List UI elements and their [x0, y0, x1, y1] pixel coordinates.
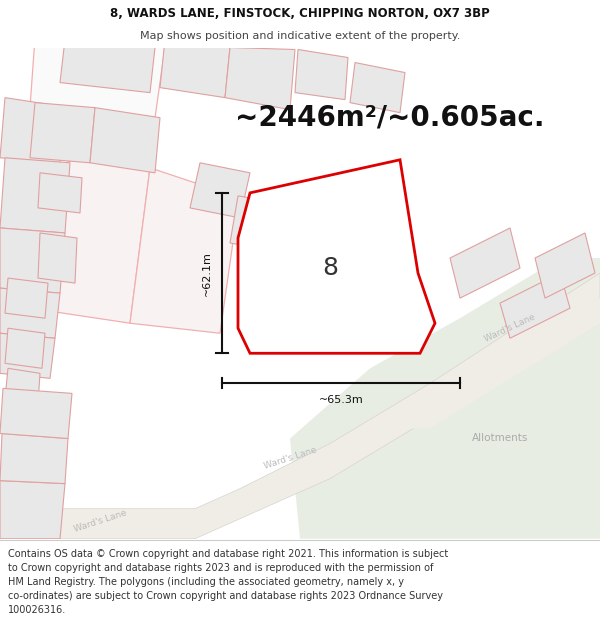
Text: Ward's Lane: Ward's Lane [483, 312, 537, 344]
Polygon shape [130, 168, 240, 333]
Text: 8: 8 [322, 256, 338, 280]
Polygon shape [350, 62, 405, 112]
Polygon shape [190, 162, 250, 218]
Polygon shape [0, 158, 70, 233]
Text: Ward's Lane: Ward's Lane [73, 508, 128, 534]
Polygon shape [535, 233, 595, 298]
Polygon shape [30, 162, 125, 228]
Polygon shape [500, 273, 570, 338]
Polygon shape [5, 328, 45, 368]
Text: 8, WARDS LANE, FINSTOCK, CHIPPING NORTON, OX7 3BP: 8, WARDS LANE, FINSTOCK, CHIPPING NORTON… [110, 7, 490, 20]
Polygon shape [30, 102, 95, 162]
Polygon shape [225, 48, 295, 109]
Text: ~65.3m: ~65.3m [319, 396, 364, 406]
Text: Allotments: Allotments [472, 434, 528, 444]
Polygon shape [60, 39, 155, 92]
Polygon shape [450, 228, 520, 298]
Polygon shape [230, 196, 278, 250]
Polygon shape [0, 388, 72, 439]
Polygon shape [255, 238, 295, 283]
Polygon shape [0, 288, 60, 338]
Polygon shape [238, 160, 435, 353]
Polygon shape [0, 98, 70, 162]
Text: ~2446m²/~0.605ac.: ~2446m²/~0.605ac. [235, 104, 545, 132]
Polygon shape [0, 228, 65, 293]
Text: Ward's Lane: Ward's Lane [262, 446, 317, 471]
Polygon shape [295, 49, 348, 99]
Polygon shape [30, 152, 150, 323]
Polygon shape [0, 333, 55, 378]
Text: Map shows position and indicative extent of the property.: Map shows position and indicative extent… [140, 31, 460, 41]
Text: ~62.1m: ~62.1m [202, 251, 212, 296]
Polygon shape [38, 173, 82, 213]
Polygon shape [160, 39, 230, 98]
Text: Contains OS data © Crown copyright and database right 2021. This information is : Contains OS data © Crown copyright and d… [8, 549, 448, 615]
Polygon shape [90, 107, 160, 173]
Polygon shape [30, 218, 105, 303]
Polygon shape [5, 278, 48, 318]
Polygon shape [60, 273, 600, 539]
Polygon shape [5, 368, 40, 403]
Polygon shape [38, 233, 77, 283]
Polygon shape [290, 258, 600, 539]
Polygon shape [0, 481, 65, 539]
Polygon shape [30, 38, 165, 118]
Polygon shape [0, 434, 68, 484]
Polygon shape [380, 298, 600, 429]
